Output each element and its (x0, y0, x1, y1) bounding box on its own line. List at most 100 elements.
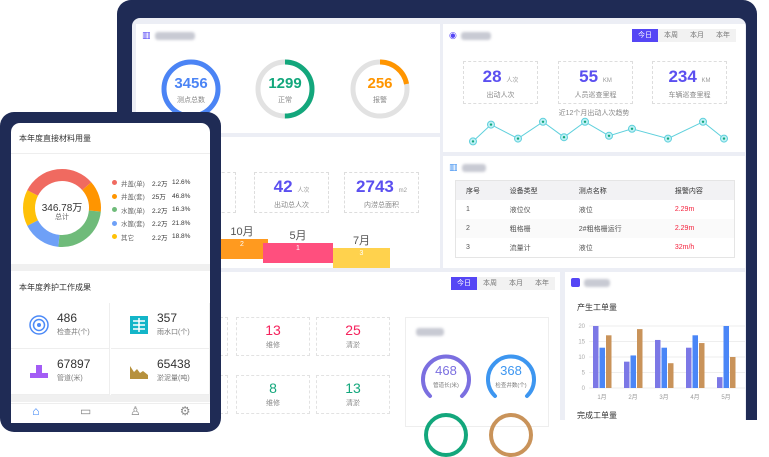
column-header: 测点名称 (568, 181, 665, 200)
pie-chart-icon (571, 278, 580, 287)
stat-label: 检查井(个) (57, 329, 90, 336)
rank-bar: 2 (216, 239, 268, 259)
materials-title: 本年度直接材料用量 (19, 134, 91, 143)
donut-slice (27, 219, 60, 247)
work-panel: 今日 本周 本月 本年 13 维修 25 清淤 8 维修 13 清淤 468 管道长(… (170, 272, 560, 457)
stat-value: 2743 (356, 177, 394, 196)
ring-value: 256 (367, 75, 393, 92)
rank-month: 10月 (230, 226, 254, 238)
patrol-stat: 234 KM 车辆巡查里程 (652, 61, 727, 104)
tab-3[interactable]: 本年 (529, 277, 555, 290)
legend-pct: 46.8% (172, 192, 191, 200)
gauge-value: 468 (435, 363, 457, 378)
legend-dot (112, 193, 117, 199)
tab-3[interactable]: 本年 (710, 29, 736, 42)
ring-progress (350, 59, 410, 119)
legend-amount: 2.2万 (152, 180, 168, 188)
y-tick-label: 5 (582, 371, 586, 377)
rank-podium: 5月 1 (263, 227, 333, 268)
tab-0[interactable]: 今日 (632, 29, 658, 42)
legend-item: 水篦(套) 2.2万 21.8% (112, 217, 190, 231)
stat-value: 234 (668, 67, 697, 86)
card-value: 13 (265, 322, 281, 338)
patrol-panel: ◉ 今日 本周 本月 本年 28 人次 出动人次 55 KM 人员巡查里程 234 K… (443, 24, 745, 152)
period-tabs: 今日 本周 本月 本年 (451, 277, 555, 290)
bar-chart-icon: ▥ (142, 30, 151, 40)
table-cell: 流量计 (509, 244, 531, 252)
maintenance-title: 本年度养护工作成果 (19, 283, 91, 292)
column-header: 报警内容 (664, 181, 734, 200)
bar (699, 343, 705, 388)
y-tick-label: 10 (578, 355, 585, 361)
legend-pct: 18.8% (172, 233, 191, 241)
stat-unit: KM (602, 78, 612, 84)
trend-line-chart (469, 117, 728, 146)
donut-total: 346.78万 (41, 203, 83, 214)
legend-dot (112, 207, 117, 213)
panel-title-blurred (584, 278, 610, 287)
message-icon[interactable]: ▭ (79, 404, 92, 418)
tab-2[interactable]: 本月 (503, 277, 529, 290)
tab-0[interactable]: 今日 (451, 277, 477, 290)
legend-item: 井盖(套) 25万 46.8% (112, 190, 190, 204)
bottom-nav: ⌂ ▭ ♙ ⚙ (11, 403, 210, 423)
trend-title: 近12个月出动人次趋势 (558, 110, 630, 117)
patrol-stat: 55 KM 人员巡查里程 (558, 61, 633, 104)
x-tick-label: 3月 (659, 394, 668, 401)
ring-label: 报警 (373, 97, 387, 104)
home-icon[interactable]: ⌂ (32, 404, 40, 418)
x-tick-label: 4月 (690, 394, 699, 401)
panel-title-blurred (461, 163, 486, 172)
column-header: 设备类型 (499, 181, 569, 200)
table-cell: 1 (466, 206, 470, 213)
card-value: 8 (269, 380, 277, 396)
stat-value: 55 (579, 67, 599, 86)
stat-unit: 人次 (297, 188, 310, 194)
materials-legend: 井盖(单) 2.2万 12.6% 井盖(套) 25万 46.8% 水篦(单) 2.2万 16.3… (112, 176, 190, 244)
legend-dot (112, 180, 117, 186)
work-card: 25 清淤 (316, 317, 390, 356)
stat-label: 出动总人次 (274, 202, 309, 209)
stat-label: 出动人次 (486, 92, 515, 99)
ring-label: 测点总数 (177, 97, 205, 104)
card-value: 25 (345, 322, 361, 338)
table-row: 2 粗格栅 2#粗格栅运行 2.29m (456, 219, 734, 238)
legend-pct: 16.3% (172, 206, 191, 214)
work-card: 13 维修 (236, 317, 310, 356)
settings-icon[interactable]: ⚙ (179, 404, 191, 418)
bar (723, 326, 729, 388)
legend-item: 其它 2.2万 18.8% (112, 230, 190, 244)
legend-item: 井盖(单) 2.2万 12.6% (112, 176, 190, 190)
rank-month: 5月 (289, 230, 307, 242)
bar (692, 335, 698, 388)
table-row: 3 流量计 液位 32m/h (456, 238, 734, 257)
user-icon[interactable]: ♙ (129, 404, 141, 418)
donut-slice (58, 210, 101, 247)
dredge-results-card: 468 管道长(米) 368 检查井数(个) (405, 317, 549, 457)
legend-amount: 25万 (152, 194, 166, 202)
ring-progress (255, 59, 315, 119)
alarm-table: 序号 设备类型 测点名称 报警内容 1 液位仪 液位 2.29m 2 粗格栅 2#粗格栅运行 2.29… (456, 181, 734, 257)
manhole-icon (29, 315, 49, 335)
legend-pct: 12.6% (172, 179, 191, 187)
bar (624, 361, 630, 388)
table-cell: 液位 (578, 206, 593, 214)
tab-2[interactable]: 本月 (684, 29, 710, 42)
tab-1[interactable]: 本周 (477, 277, 503, 290)
x-tick-label: 1月 (597, 394, 606, 401)
pipe-icon (29, 361, 49, 381)
stat-label: 淤泥量(吨) (157, 375, 190, 382)
bar (637, 329, 643, 388)
gauge-value: 368 (500, 363, 522, 378)
donut-total-label: 总计 (55, 214, 69, 221)
tab-1[interactable]: 本周 (658, 29, 684, 42)
ring-stat: 3456 测点总数 (160, 58, 222, 120)
realtime-data-panel: ▥ 序号 设备类型 测点名称 报警内容 1 液位仪 液位 2.29m 2 粗格栅 2#粗格栅运行 2.… (443, 156, 745, 268)
stat-label: 人员巡查里程 (574, 92, 617, 99)
donut-slice (23, 190, 39, 226)
legend-amount: 2.2万 (152, 234, 168, 242)
mobile-screen: 本年度直接材料用量 346.78万 总计 井盖(单) 2.2万 12.6% 井盖(套)… (11, 123, 210, 423)
card-label: 清淤 (346, 400, 360, 407)
stat-box-partial (216, 172, 236, 213)
ring-value: 1299 (268, 75, 302, 92)
